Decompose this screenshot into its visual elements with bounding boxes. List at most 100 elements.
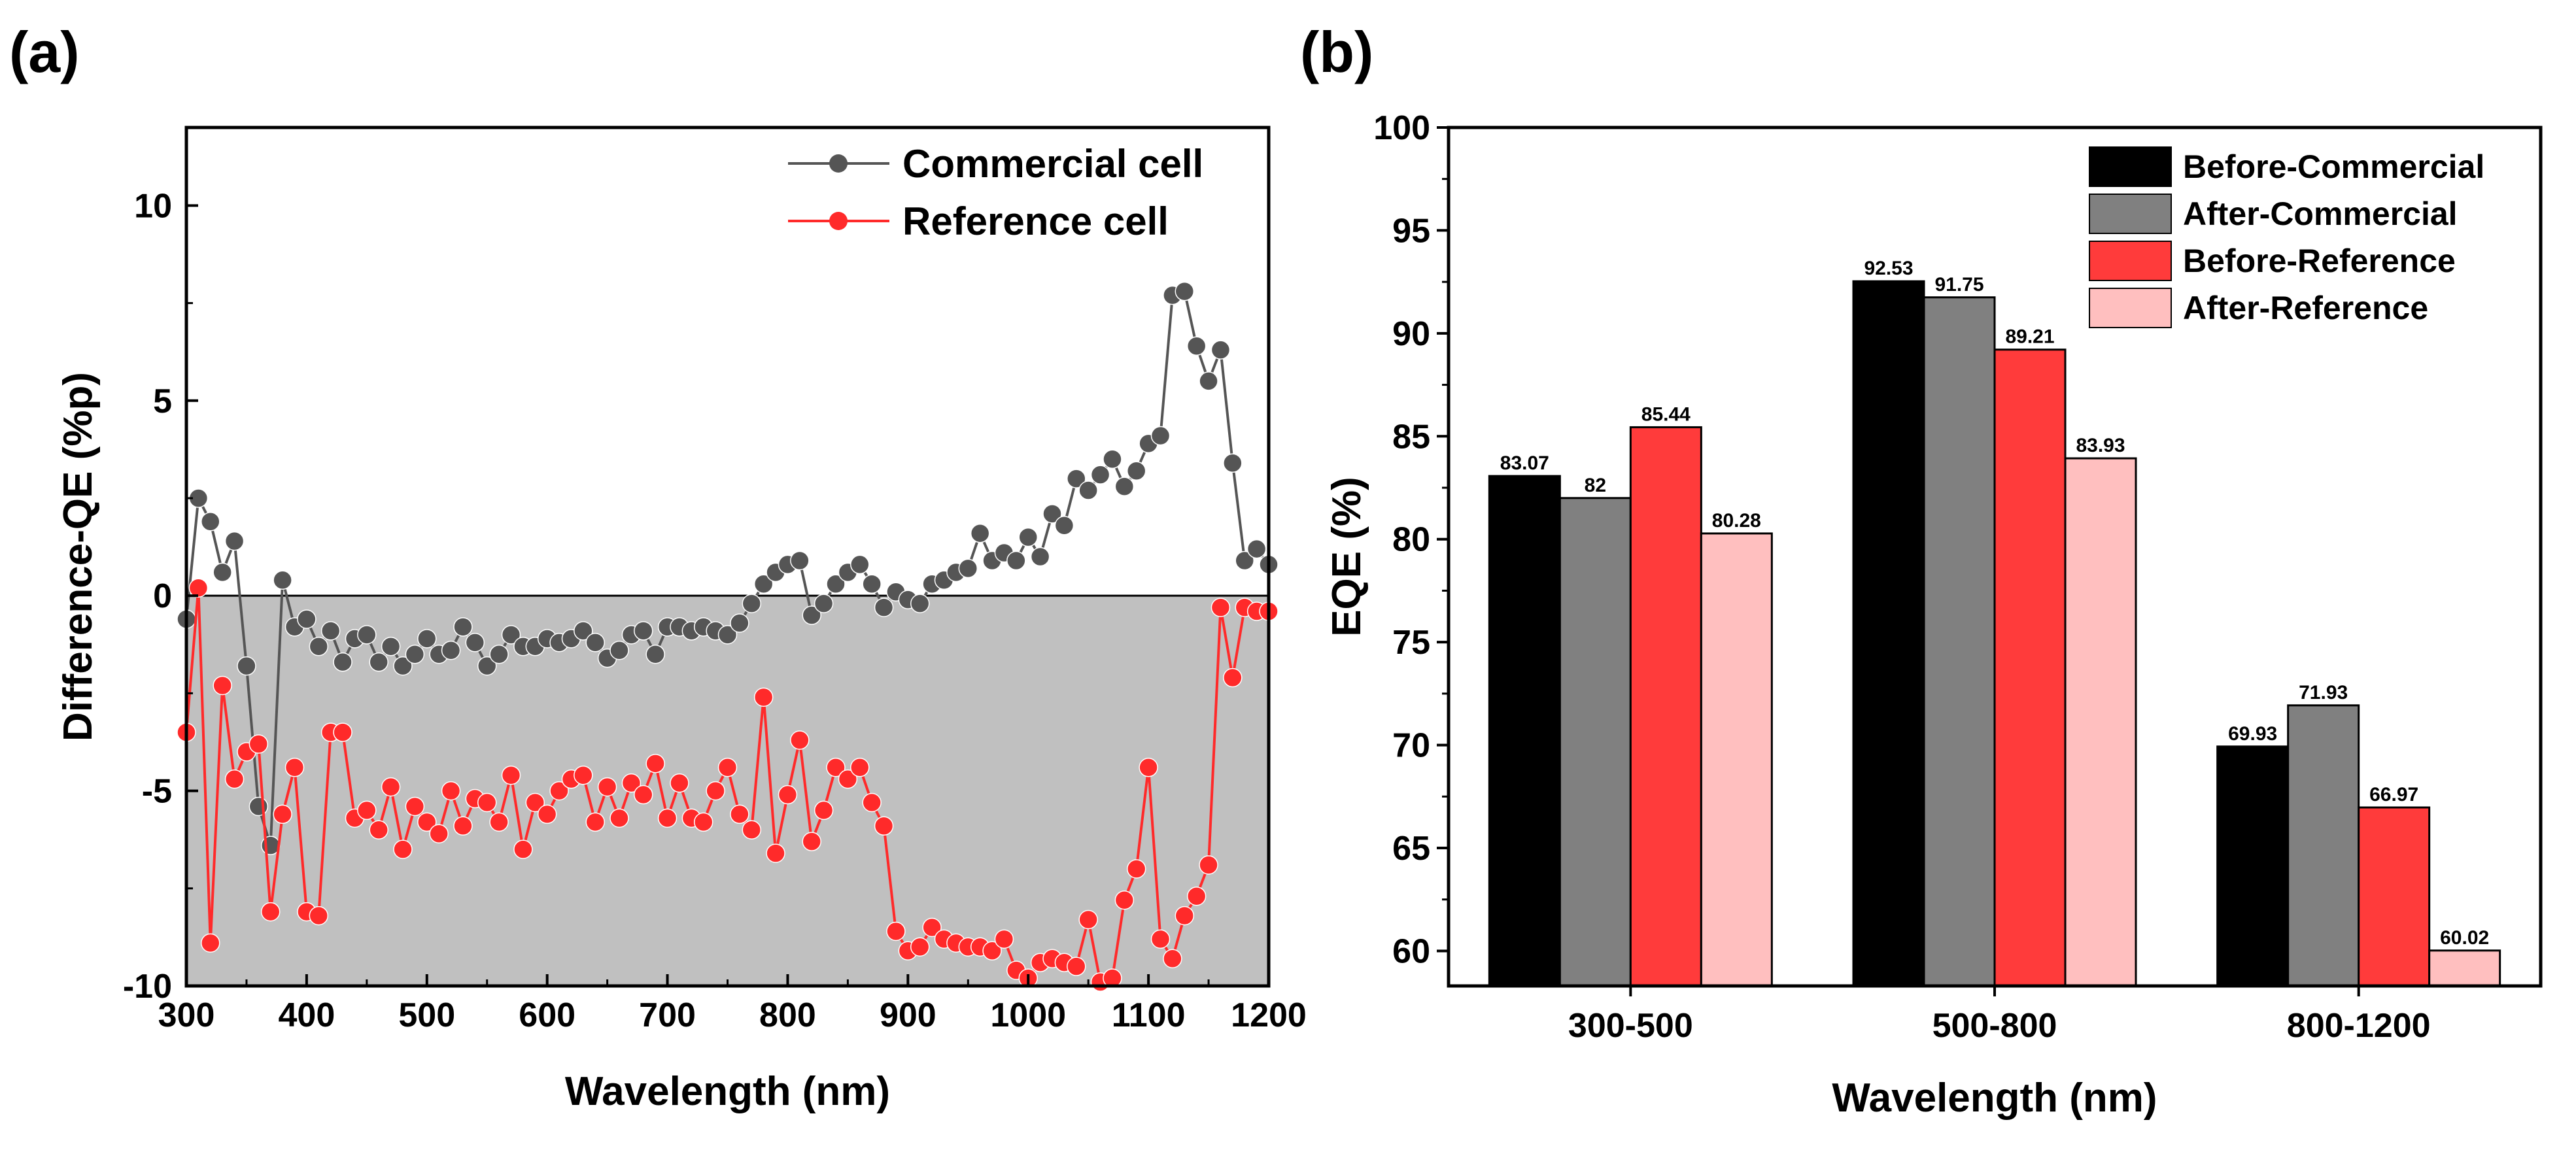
reference-cell-point [850,758,870,777]
commercial-cell-point [1211,340,1231,360]
before-commercial-value-label: 83.07 [1500,452,1549,474]
y-tick-label: 85 [1392,418,1430,456]
reference-cell-point [922,917,942,938]
after-commercial-bar [1558,497,1632,987]
commercial-cell-point [405,644,425,664]
commercial-cell-point [1054,516,1074,535]
x-tick-label: 1100 [1112,996,1186,1034]
commercial-cell-point [1223,453,1243,473]
before-reference-value-label: 85.44 [1641,403,1691,425]
legend-label: After-Reference [2183,290,2428,326]
x-tick-label: 800-1200 [2287,1007,2431,1045]
bars-group: 83.07 92.53 69.93 82 91.75 71.93 85.44 89.21 66.… [1488,258,2501,987]
commercial-cell-point [1199,371,1218,391]
reference-cell-point [405,796,425,817]
panel-a-label: (a) [9,20,80,84]
commercial-cell-point [1103,449,1122,469]
legend-label: After-Commercial [2183,195,2458,232]
commercial-cell-point [814,594,834,613]
reference-cell-point [429,824,449,843]
reference-cell-point [634,785,653,805]
reference-cell-point [201,933,220,953]
reference-cell-point [549,781,569,801]
commercial-cell-point [574,621,593,641]
reference-cell-point [753,687,774,707]
legend-swatch [2089,288,2172,328]
commercial-cell-point [790,551,810,571]
commercial-cell-point [730,613,749,633]
reference-cell-point [1067,957,1086,976]
after-reference-bar [2064,457,2137,987]
reference-cell-point [645,754,665,773]
legend-marker [829,212,848,230]
before-reference-bar [1993,348,2067,987]
reference-cell-point [1199,855,1218,875]
y-tick-label: 10 [134,187,172,225]
commercial-cell-point [417,629,437,649]
reference-cell-point [706,781,725,801]
before-reference-bar [1629,426,1702,987]
commercial-cell-point [1030,547,1050,567]
reference-cell-point [393,839,413,859]
reference-cell-point [1114,890,1135,910]
reference-cell-point [357,800,377,821]
after-reference-bar [1700,532,1773,987]
y-tick-label: 90 [1392,315,1430,353]
commercial-cell-point [610,640,629,660]
before-commercial-bar [1488,475,1561,987]
reference-cell-point [597,777,617,797]
reference-cell-point [477,792,497,813]
reference-cell-point [1163,949,1182,968]
commercial-cell-point [320,621,341,641]
commercial-cell-point [477,656,497,676]
reference-cell-point [766,843,785,863]
reference-cell-point [994,929,1014,949]
before-commercial-bar [2216,745,2290,987]
reference-cell-point [188,578,209,598]
y-axis-title: EQE (%) [1324,477,1369,637]
x-tick-label: 300-500 [1568,1007,1693,1045]
legend-swatch [2089,241,2172,281]
legend-swatch [2089,146,2172,187]
panel-b-label: (b) [1300,20,1373,84]
reference-cell-point [670,773,689,793]
reference-cell-point [284,758,305,777]
legend-label: Before-Reference [2183,243,2456,279]
y-tick-label: 80 [1392,521,1430,559]
commercial-cell-point [1235,551,1254,571]
reference-cell-point [814,800,834,821]
negative-region-shading [186,596,1269,986]
x-tick-label: 800 [759,996,816,1034]
legend-marker [829,154,848,173]
commercial-cell-point [249,796,269,817]
commercial-cell-point [309,637,329,656]
reference-cell-point [381,777,401,797]
reference-cell-point [621,773,642,793]
commercial-cell-point [357,625,377,645]
commercial-cell-point [1078,481,1098,500]
before-reference-value-label: 89.21 [2005,326,2054,348]
reference-cell-point [1211,598,1231,617]
commercial-cell-point [1186,336,1207,356]
commercial-cell-point [201,512,220,532]
after-commercial-bar [1923,296,1996,987]
reference-cell-point [886,921,906,941]
commercial-cell-point [826,574,846,594]
commercial-cell-point [1006,551,1026,571]
commercial-cell-point [1175,281,1195,301]
commercial-cell-point [1150,426,1171,446]
legend: Commercial cell Reference cell [788,142,1203,243]
y-tick-label: 75 [1392,624,1430,662]
y-tick-label: 65 [1392,830,1430,868]
legend-swatch [2089,194,2172,234]
after-commercial-value-label: 91.75 [1934,274,1984,296]
before-commercial-bar [1852,280,1925,987]
x-tick-label: 1000 [990,996,1066,1034]
x-tick-label: 1200 [1231,996,1307,1034]
commercial-cell-point [465,633,485,652]
commercial-cell-point [213,562,232,583]
before-reference-value-label: 66.97 [2369,784,2418,805]
x-axis-title: Wavelength (nm) [1832,1076,2157,1121]
commercial-cell-point [850,554,870,575]
